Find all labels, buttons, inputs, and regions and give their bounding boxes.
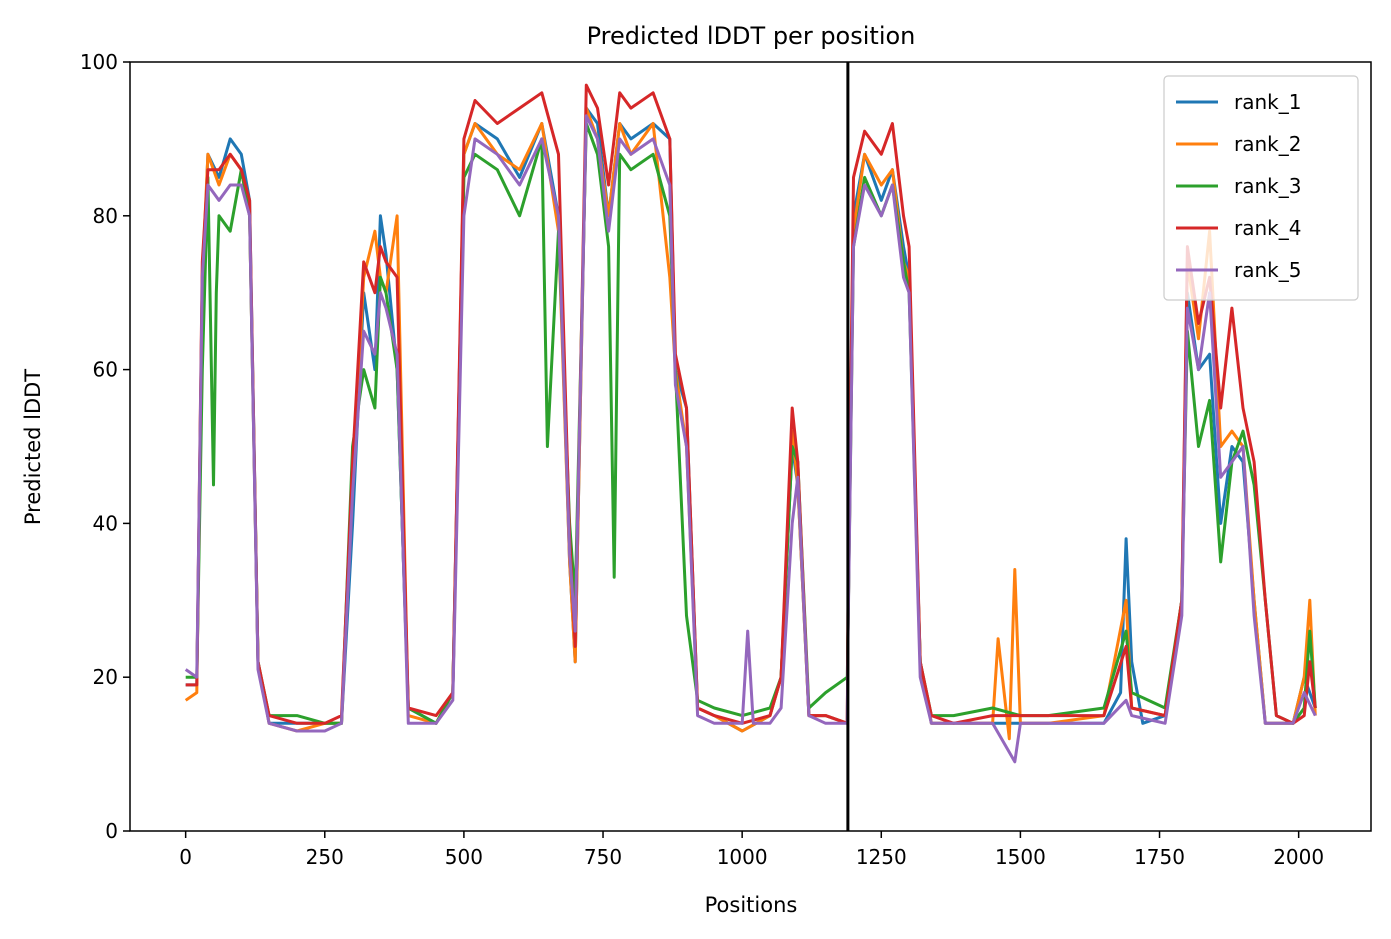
x-tick-label: 1000 <box>717 845 768 869</box>
x-tick-label: 750 <box>584 845 622 869</box>
legend-label-rank_4: rank_4 <box>1234 216 1301 240</box>
y-tick-label: 20 <box>93 665 118 689</box>
plot-frame <box>129 61 1372 832</box>
series-line-rank_5 <box>184 114 1317 764</box>
legend-box <box>1163 75 1359 301</box>
x-tick-label: 250 <box>306 845 344 869</box>
legend: rank_1 rank_2 rank_3 rank_4 rank_5 <box>1163 75 1359 301</box>
legend-label-rank_2: rank_2 <box>1234 132 1301 156</box>
series-line-rank_4 <box>185 83 1317 725</box>
x-tick-label: 1250 <box>856 845 907 869</box>
y-tick-label: 100 <box>80 50 118 74</box>
y-tick-label: 80 <box>93 204 118 228</box>
ticks-layer: 0 250 500 750 1000 1250 1500 1750 2000 0 20 40 60 80 1… <box>80 50 1324 869</box>
x-tick-label: 0 <box>179 845 192 869</box>
x-axis-label: Positions <box>705 893 798 917</box>
y-tick-label: 60 <box>93 358 118 382</box>
x-tick-label: 500 <box>445 845 483 869</box>
x-tick-label: 1500 <box>995 845 1046 869</box>
y-axis-label: Predicted lDDT <box>21 369 45 525</box>
chart-title: Predicted lDDT per position <box>587 22 916 50</box>
y-tick-label: 0 <box>105 819 118 843</box>
legend-label-rank_3: rank_3 <box>1234 174 1301 198</box>
x-tick-label: 2000 <box>1273 845 1324 869</box>
x-tick-label: 1750 <box>1134 845 1185 869</box>
y-tick-label: 40 <box>93 511 118 535</box>
series-layer <box>184 83 1317 764</box>
legend-label-rank_1: rank_1 <box>1234 90 1301 114</box>
legend-label-rank_5: rank_5 <box>1234 258 1301 282</box>
